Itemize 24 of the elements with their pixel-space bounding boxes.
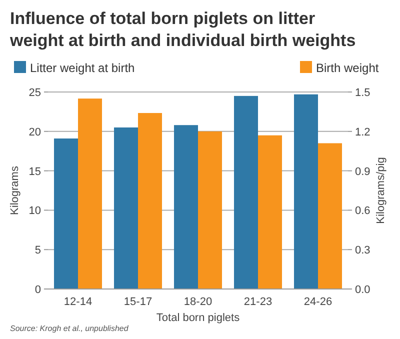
x-tick-label: 12-14	[64, 296, 92, 308]
x-tick-label: 24-26	[304, 296, 332, 308]
x-tick-label: 21-23	[244, 296, 272, 308]
y-tick-label: 0	[34, 284, 41, 296]
y2-tick-label: 0.0	[355, 284, 370, 296]
x-tick-label: 18-20	[184, 296, 212, 308]
y2-axis-title: Kilograms/pig	[375, 157, 387, 224]
legend-label: Birth weight	[316, 61, 380, 75]
y-tick-label: 20	[28, 126, 41, 138]
y-tick-label: 25	[28, 87, 41, 99]
x-axis-title: Total born piglets	[156, 312, 240, 324]
y-tick-label: 5	[34, 244, 41, 257]
y2-tick-label: 0.9	[355, 166, 370, 178]
x-tick-label: 15-17	[124, 296, 152, 308]
legend-label: Litter weight at birth	[30, 61, 135, 75]
source-note: Source: Krogh et al., unpublished	[10, 324, 129, 333]
y-axis-title: Kilograms	[9, 166, 21, 215]
y2-tick-label: 0.6	[355, 205, 370, 218]
y2-tick-label: 1.2	[355, 126, 370, 138]
chart-title: Influence of total born piglets on litter weight at birth and individual birth weights	[9, 9, 356, 50]
y-tick-label: 15	[28, 166, 41, 178]
y-tick-label: 10	[28, 205, 41, 218]
y2-tick-label: 0.3	[355, 244, 370, 257]
y2-tick-label: 1.5	[355, 87, 370, 99]
